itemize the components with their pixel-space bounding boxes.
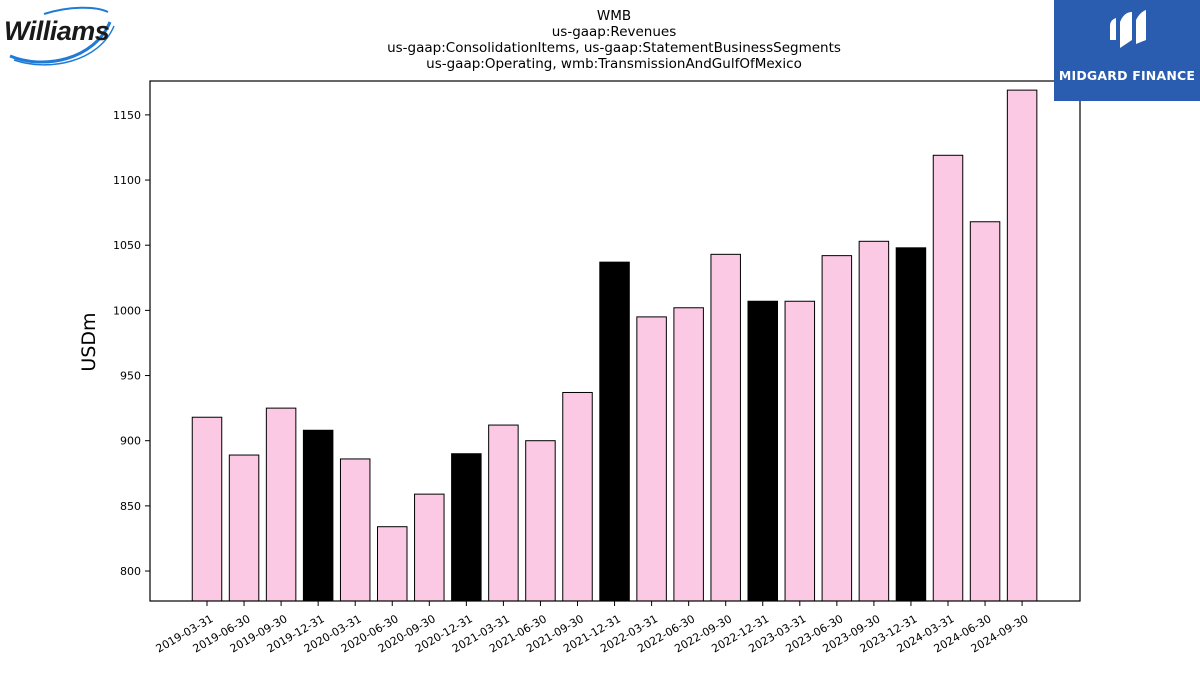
- williams-logo: Williams: [4, 4, 118, 66]
- bar-2020-12-31: [451, 453, 482, 602]
- x-axis-ticks: 2019-03-312019-06-302019-09-302019-12-31…: [154, 601, 1031, 655]
- bar-2021-03-31: [488, 424, 519, 602]
- williams-logo-text: Williams: [4, 16, 110, 46]
- y-axis-label: USDm: [78, 312, 100, 371]
- bar-2023-06-30: [821, 255, 853, 602]
- title-line-axes: us-gaap:ConsolidationItems, us-gaap:Stat…: [387, 40, 841, 56]
- bar-2023-09-30: [858, 240, 890, 602]
- bar-2024-09-30: [1006, 89, 1038, 602]
- bar-2024-03-31: [932, 154, 964, 602]
- bar-2019-06-30: [228, 454, 260, 602]
- y-tick-label: 1150: [113, 109, 141, 122]
- midgard-logo-mark: [1110, 10, 1146, 48]
- bar-2021-09-30: [562, 391, 593, 602]
- chart-title: WMB us-gaap:Revenues us-gaap:Consolidati…: [387, 8, 841, 72]
- midgard-logo-text: MIDGARD FINANCE: [1058, 68, 1196, 83]
- bar-2022-12-31: [747, 300, 778, 602]
- bar-2020-06-30: [377, 526, 408, 602]
- y-tick-label: 850: [120, 500, 141, 513]
- bar-2022-03-31: [636, 316, 667, 602]
- bar-2022-06-30: [673, 307, 704, 602]
- bar-2023-12-31: [895, 247, 927, 602]
- title-line-ticker: WMB: [597, 8, 631, 24]
- bar-2024-06-30: [969, 221, 1001, 602]
- bars-group: [191, 89, 1038, 602]
- bar-2021-06-30: [525, 440, 556, 602]
- bar-2023-03-31: [784, 300, 816, 602]
- bar-2022-09-30: [710, 253, 741, 602]
- midgard-finance-logo: MIDGARD FINANCE: [1054, 0, 1200, 101]
- title-line-concept: us-gaap:Revenues: [552, 24, 677, 40]
- bar-2019-12-31: [302, 429, 334, 602]
- y-tick-label: 950: [120, 370, 141, 383]
- plot-frame: [149, 80, 1081, 602]
- y-tick-label: 1000: [113, 304, 141, 317]
- williams-logo-mark: [9, 6, 115, 66]
- bar-2019-09-30: [265, 407, 297, 602]
- y-tick-label: 1050: [113, 239, 141, 252]
- bar-2019-03-31: [191, 416, 223, 602]
- y-axis-ticks: 800 850 900 950 1000 1050 1100 1150: [113, 109, 150, 578]
- bar-2021-12-31: [599, 261, 630, 602]
- y-tick-label: 900: [120, 435, 141, 448]
- bar-2020-09-30: [414, 493, 445, 602]
- y-tick-label: 1100: [113, 174, 141, 187]
- bar-2020-03-31: [339, 458, 371, 602]
- title-line-members: us-gaap:Operating, wmb:TransmissionAndGu…: [426, 56, 802, 72]
- y-tick-label: 800: [120, 565, 141, 578]
